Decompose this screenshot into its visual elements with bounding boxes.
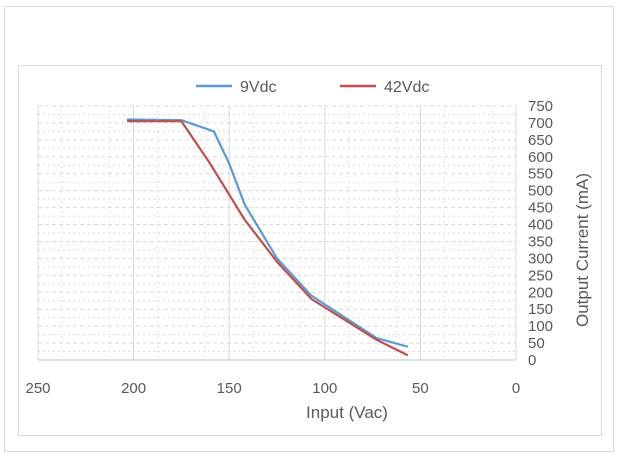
x-tick-labels: 250 200 150 100 50 0 <box>25 380 520 397</box>
x-tick-label: 250 <box>25 380 50 397</box>
x-tick-label: 100 <box>312 380 337 397</box>
y-tick-label: 500 <box>528 183 553 200</box>
y-tick-label: 200 <box>528 284 553 301</box>
y-tick-label: 250 <box>528 267 553 284</box>
series-line-42vdc <box>126 120 409 356</box>
y-tick-label: 700 <box>528 115 553 132</box>
y-tick-label: 750 <box>528 98 553 115</box>
legend-label-42vdc: 42Vdc <box>384 79 429 96</box>
y-tick-label: 600 <box>528 149 553 166</box>
y-tick-label: 100 <box>528 318 553 335</box>
grid-lines <box>37 105 517 361</box>
y-tick-label: 550 <box>528 166 553 183</box>
x-tick-label: 150 <box>217 380 242 397</box>
x-axis-title: Input (Vac) <box>306 403 388 422</box>
y-tick-label: 350 <box>528 233 553 250</box>
y-tick-label: 400 <box>528 217 553 234</box>
x-tick-label: 0 <box>512 380 520 397</box>
y-axis-title: Output Current (mA) <box>573 173 592 327</box>
y-tick-label: 150 <box>528 301 553 318</box>
series-lines <box>126 118 409 356</box>
series-line-9vdc <box>126 118 409 348</box>
y-tick-label: 0 <box>528 352 536 369</box>
legend: 9Vdc 42Vdc <box>196 79 429 96</box>
y-tick-label: 650 <box>528 132 553 149</box>
y-tick-labels: 0501001502002503003504004505005506006507… <box>528 98 553 369</box>
y-tick-label: 50 <box>528 335 545 352</box>
y-tick-label: 300 <box>528 250 553 267</box>
chart-frame-inner <box>18 65 602 436</box>
legend-label-9vdc: 9Vdc <box>240 79 276 96</box>
x-tick-label: 200 <box>121 380 146 397</box>
x-tick-label: 50 <box>412 380 429 397</box>
y-tick-label: 450 <box>528 200 553 217</box>
